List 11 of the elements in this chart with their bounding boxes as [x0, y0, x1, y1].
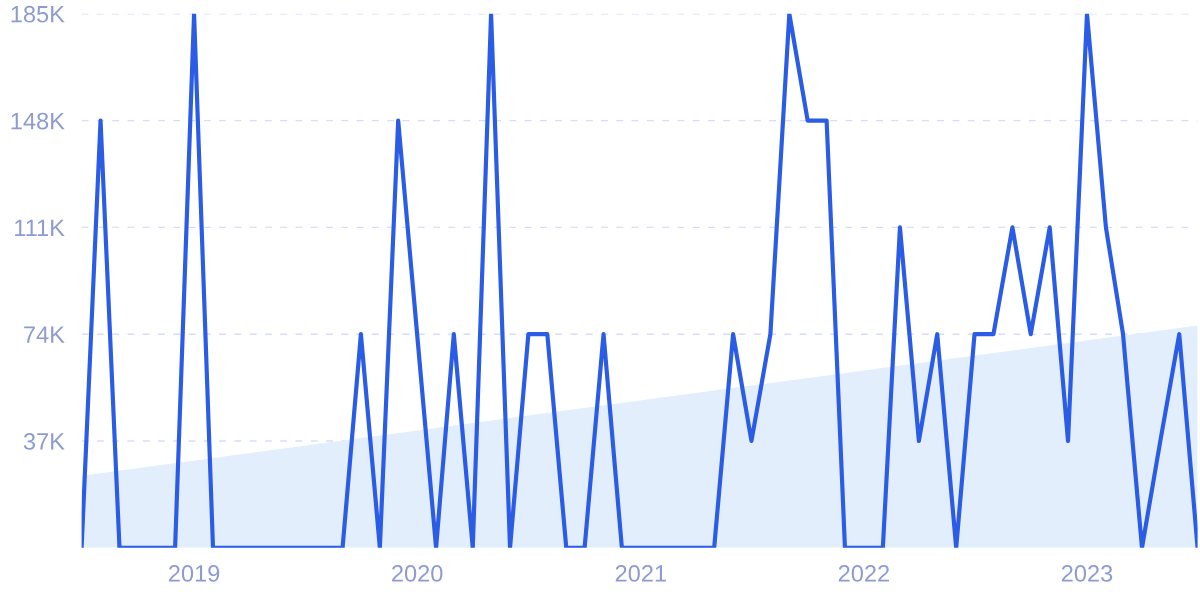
x-tick-label: 2020: [392, 565, 443, 582]
y-tick-label: 111K: [15, 219, 65, 236]
y-tick-label: 74K: [24, 326, 65, 343]
x-tick-label: 2023: [1061, 565, 1113, 582]
x-tick-label: 2019: [168, 565, 220, 582]
x-tick-label: 2021: [615, 565, 666, 582]
x-tick-label: 2022: [838, 565, 889, 582]
line-series: [81, 13, 1198, 548]
y-tick-label: 148K: [11, 112, 65, 130]
y-tick-label: 185K: [11, 5, 65, 23]
y-tick-label: 37K: [23, 433, 65, 450]
